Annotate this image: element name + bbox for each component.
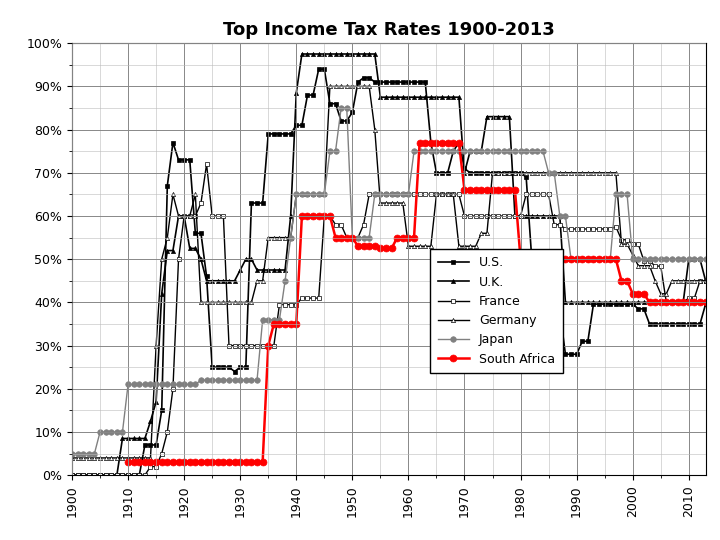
Germany: [241, 299, 250, 306]
Japan: [315, 191, 323, 198]
South Africa: [292, 321, 301, 327]
South Africa: [140, 459, 149, 465]
South Africa: [410, 234, 418, 241]
Line: France: France: [70, 162, 708, 477]
South Africa: [657, 299, 665, 306]
South Africa: [415, 139, 424, 146]
Germany: [140, 455, 149, 461]
Line: Japan: Japan: [69, 105, 708, 456]
U.S.: [556, 308, 564, 314]
U.K.: [482, 113, 491, 120]
Japan: [482, 148, 491, 154]
U.K.: [556, 213, 564, 219]
Germany: [325, 83, 334, 90]
U.K.: [320, 51, 328, 57]
U.K.: [140, 435, 149, 442]
Germany: [556, 170, 564, 176]
Line: South Africa: South Africa: [125, 139, 709, 465]
Japan: [68, 450, 76, 457]
U.S.: [241, 364, 250, 370]
Line: Germany: Germany: [70, 84, 708, 460]
France: [140, 472, 149, 478]
Japan: [337, 105, 346, 111]
Japan: [556, 213, 564, 219]
U.K.: [247, 256, 256, 262]
Japan: [247, 377, 256, 383]
South Africa: [685, 299, 693, 306]
South Africa: [124, 459, 132, 465]
U.S.: [320, 66, 328, 72]
U.S.: [68, 472, 76, 478]
France: [253, 342, 261, 349]
Title: Top Income Tax Rates 1900-2013: Top Income Tax Rates 1900-2013: [223, 21, 554, 39]
Line: U.S.: U.S.: [70, 67, 708, 477]
U.K.: [297, 51, 306, 57]
U.S.: [315, 66, 323, 72]
Japan: [241, 377, 250, 383]
France: [247, 342, 256, 349]
France: [482, 213, 491, 219]
Germany: [315, 191, 323, 198]
France: [556, 221, 564, 228]
France: [701, 278, 710, 284]
France: [320, 213, 328, 219]
U.S.: [701, 301, 710, 307]
France: [202, 161, 211, 167]
Japan: [140, 381, 149, 388]
Japan: [701, 256, 710, 262]
U.S.: [247, 200, 256, 206]
U.K.: [701, 278, 710, 284]
U.K.: [241, 256, 250, 262]
Legend: U.S., U.K., France, Germany, Japan, South Africa: U.S., U.K., France, Germany, Japan, Sout…: [431, 249, 563, 373]
Germany: [68, 455, 76, 461]
France: [68, 472, 76, 478]
South Africa: [701, 299, 710, 306]
Germany: [247, 299, 256, 306]
South Africa: [269, 321, 278, 327]
Germany: [701, 278, 710, 284]
Germany: [482, 230, 491, 237]
U.S.: [482, 170, 491, 176]
Line: U.K.: U.K.: [70, 52, 708, 477]
U.K.: [68, 472, 76, 478]
U.S.: [140, 442, 149, 448]
